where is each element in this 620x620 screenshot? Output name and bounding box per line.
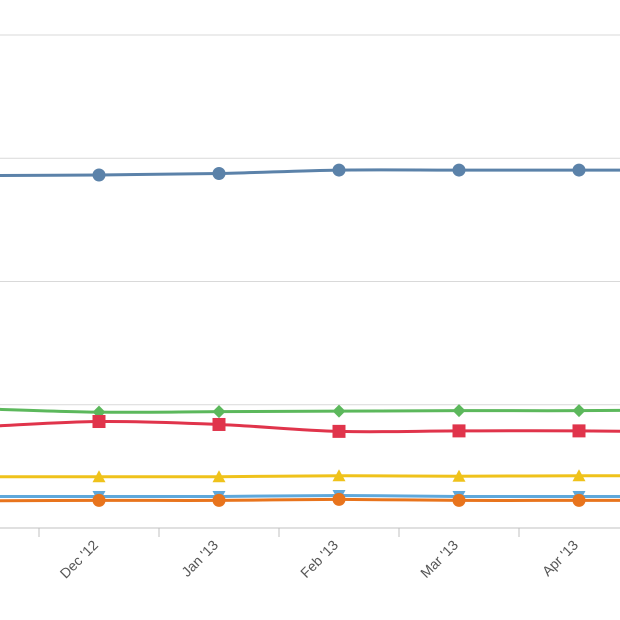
data-point <box>332 163 346 177</box>
data-point <box>452 163 466 177</box>
data-point <box>212 167 226 181</box>
data-point <box>332 424 346 438</box>
x-tick-label: Mar '13 <box>417 537 461 581</box>
data-point <box>572 404 586 418</box>
x-tick-labels: Dec '12 Jan '13 Feb '13 Mar '13 Apr '13 <box>57 537 582 582</box>
x-axis <box>0 527 620 537</box>
x-tick-label: Dec '12 <box>57 537 102 582</box>
data-point <box>92 470 106 483</box>
x-tick-label: Apr '13 <box>539 537 582 580</box>
series-group <box>0 168 620 503</box>
data-point <box>212 470 226 483</box>
markers-group <box>92 163 586 507</box>
data-point <box>332 404 346 418</box>
data-point <box>572 493 586 507</box>
data-point <box>92 168 106 182</box>
data-point <box>572 469 586 482</box>
data-point <box>92 415 106 429</box>
data-point <box>332 492 346 506</box>
data-point <box>572 163 586 177</box>
x-tick-label: Jan '13 <box>178 537 221 580</box>
series-line <box>0 493 620 499</box>
data-point <box>212 493 226 507</box>
data-point <box>452 424 466 438</box>
data-point <box>452 469 466 482</box>
data-point <box>212 405 226 419</box>
series-line <box>0 474 620 479</box>
data-point <box>452 493 466 507</box>
data-point <box>212 417 226 431</box>
data-point <box>572 424 586 438</box>
data-point <box>332 469 346 482</box>
gridlines <box>0 34 620 406</box>
data-point <box>92 493 106 507</box>
data-point <box>452 404 466 418</box>
x-tick-label: Feb '13 <box>297 537 341 581</box>
